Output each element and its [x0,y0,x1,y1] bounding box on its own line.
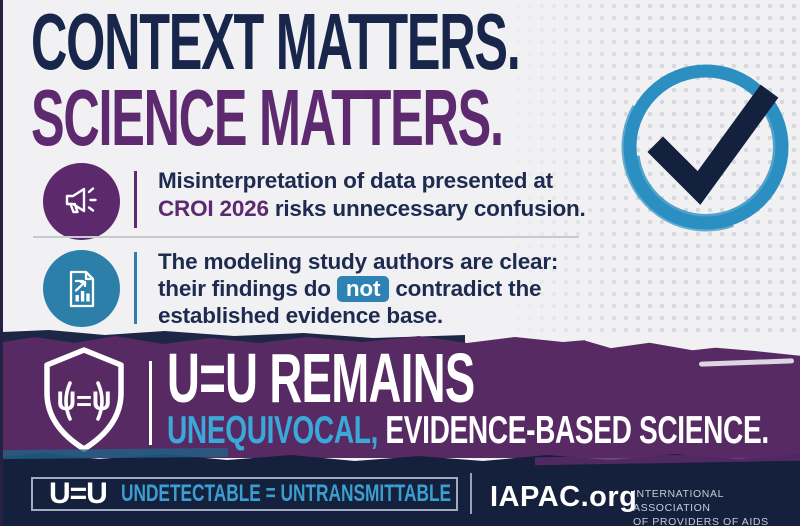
footer-bar [3,453,800,526]
bullet-2-divider [134,252,137,324]
footer-divider [470,473,472,514]
uu-definition-box: U=U UNDETECTABLE = UNTRANSMITTABLE [31,477,458,511]
banner-line-1: U=U REMAINS [167,339,475,417]
org-name-line-2: OF PROVIDERS OF AIDS CARE [633,516,769,526]
report-chart-icon [43,250,120,327]
banner-line-2: UNEQUIVOCAL, EVIDENCE-BASED SCIENCE. [167,409,769,452]
bullet-2-line-2: their findings do not contradict the [158,275,558,302]
uu-banner [3,336,800,458]
bullet-2-line-2-after: contradict the [389,276,542,301]
check-circle-icon [611,52,800,242]
not-badge: not [336,276,390,302]
bullet-1-divider [134,171,137,228]
megaphone-icon [43,163,120,240]
check-circle-svg [621,62,791,232]
uu-badge: U=U [49,477,108,510]
bullet-1-text: Misinterpretation of data presented at C… [158,167,586,223]
uu-tagline: UNDETECTABLE = UNTRANSMITTABLE [120,480,451,507]
banner-divider [149,361,152,445]
org-name-line-1: INTERNATIONAL ASSOCIATION [633,488,724,514]
bullet-2-line-2-before: their findings do [158,276,337,301]
headline-line-1: CONTEXT MATTERS. [31,0,521,86]
banner-line-2-rest: EVIDENCE-BASED SCIENCE. [377,409,769,452]
croi-highlight: CROI 2026 [158,196,269,221]
bullet-2-line-3: established evidence base. [158,303,443,328]
bullet-1-line-2-rest: risks unnecessary confusion. [268,196,586,221]
section-divider [33,236,579,238]
shield-svg: U=U [44,347,124,452]
bullet-1-line-2: CROI 2026 risks unnecessary confusion. [158,195,586,223]
headline-line-2: SCIENCE MATTERS. [31,73,504,162]
bullet-2-text: The modeling study authors are clear: th… [158,248,558,329]
dot-pattern-background [500,0,800,340]
megaphone-svg [65,186,97,213]
banner-text: U=U REMAINS UNEQUIVOCAL, EVIDENCE-BASED … [167,339,800,452]
headline: CONTEXT MATTERS. SCIENCE MATTERS. [31,0,800,162]
bullet-2-line-1: The modeling study authors are clear: [158,249,559,274]
shield-label: U=U [57,386,112,416]
org-name: INTERNATIONAL ASSOCIATION OF PROVIDERS O… [633,487,800,526]
unequivocal-highlight: UNEQUIVOCAL, [167,409,378,452]
bullet-1-line-1: Misinterpretation of data presented at [158,168,553,193]
report-chart-svg [69,270,94,307]
iapac-website-link[interactable]: IAPAC.org [490,481,638,513]
u-equals-u-shield-icon: U=U [33,345,135,455]
